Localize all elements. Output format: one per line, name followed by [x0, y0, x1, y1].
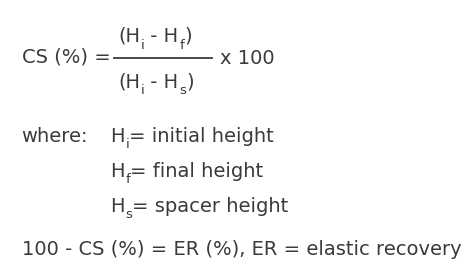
- Text: - H: - H: [145, 27, 179, 46]
- Text: i: i: [141, 84, 145, 97]
- Text: H: H: [110, 197, 125, 216]
- Text: = initial height: = initial height: [129, 127, 274, 146]
- Text: ): ): [184, 27, 192, 46]
- Text: CS (%) =: CS (%) =: [22, 47, 110, 66]
- Text: where:: where:: [22, 127, 88, 146]
- Text: (H: (H: [118, 73, 140, 92]
- Text: s: s: [125, 208, 132, 221]
- Text: f: f: [125, 173, 130, 186]
- Text: = spacer height: = spacer height: [132, 197, 289, 216]
- Text: i: i: [125, 138, 129, 151]
- Text: H: H: [110, 127, 125, 146]
- Text: - H: - H: [145, 73, 179, 92]
- Text: x 100: x 100: [220, 48, 274, 68]
- Text: = final height: = final height: [130, 162, 264, 181]
- Text: (H: (H: [118, 27, 140, 46]
- Text: H: H: [110, 162, 125, 181]
- Text: 100 - CS (%) = ER (%), ER = elastic recovery: 100 - CS (%) = ER (%), ER = elastic reco…: [22, 240, 461, 259]
- Text: s: s: [180, 84, 186, 97]
- Text: ): ): [187, 73, 194, 92]
- Text: f: f: [180, 39, 184, 52]
- Text: i: i: [141, 39, 145, 52]
